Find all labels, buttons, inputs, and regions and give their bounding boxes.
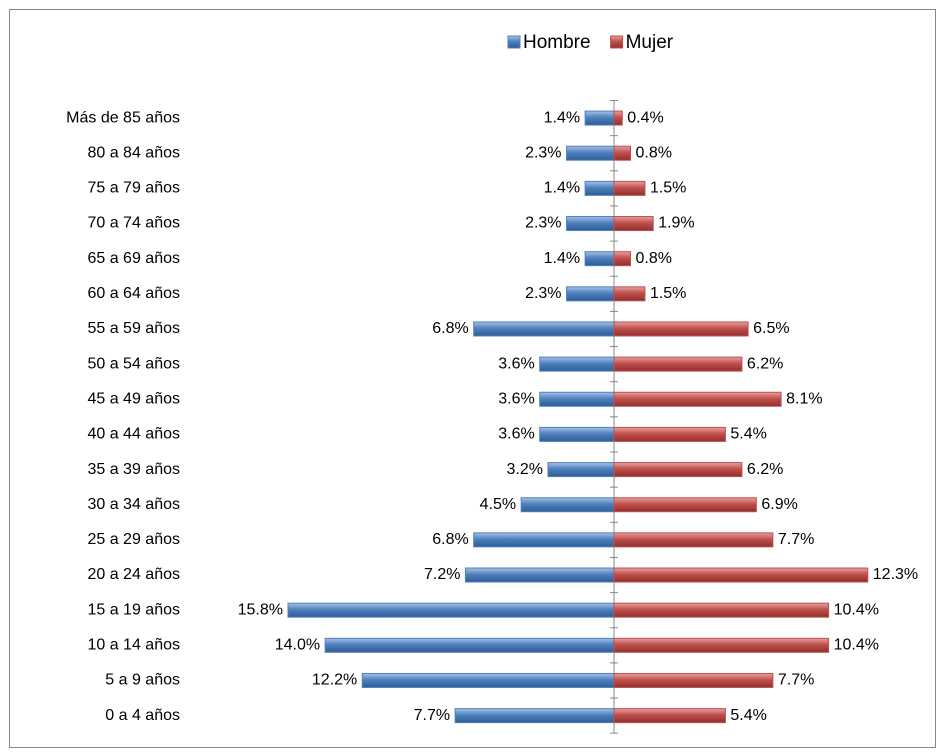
bar: [613, 426, 726, 442]
data-label: 6.9%: [761, 496, 797, 513]
bar: [361, 672, 615, 688]
bar: [613, 637, 830, 653]
y-tick-label: Más de 85 años: [66, 109, 180, 126]
bar: [539, 356, 615, 372]
y-tick-label: 80 a 84 años: [87, 144, 180, 161]
bar: [473, 321, 615, 337]
data-label: 1.4%: [544, 109, 580, 126]
data-label: 3.2%: [507, 461, 543, 478]
bar: [613, 110, 623, 126]
y-tick-label: 35 a 39 años: [87, 461, 180, 478]
bar: [613, 180, 646, 196]
y-tick-label: 45 a 49 años: [87, 390, 180, 407]
data-label: 0.4%: [627, 109, 663, 126]
data-label: 6.2%: [747, 355, 783, 372]
legend-swatch: [610, 35, 624, 49]
y-tick-label: 75 a 79 años: [87, 180, 180, 197]
bar: [547, 462, 615, 478]
bar: [539, 391, 615, 407]
y-tick-label: 50 a 54 años: [87, 355, 180, 372]
data-label: 6.8%: [432, 320, 468, 337]
bar: [613, 356, 743, 372]
y-tick-label: 55 a 59 años: [87, 320, 180, 337]
bar: [613, 462, 743, 478]
bar: [613, 251, 632, 267]
data-label: 1.9%: [658, 215, 694, 232]
data-label: 7.7%: [778, 531, 814, 548]
data-label: 3.6%: [498, 390, 534, 407]
y-tick-label: 0 a 4 años: [105, 707, 180, 724]
data-label: 1.5%: [650, 285, 686, 302]
bar: [584, 180, 615, 196]
bar: [613, 216, 654, 232]
data-label: 5.4%: [730, 707, 766, 724]
y-tick-label: 30 a 34 años: [87, 496, 180, 513]
bar: [324, 637, 615, 653]
bar: [566, 286, 615, 302]
data-label: 7.2%: [424, 566, 460, 583]
legend-swatch: [507, 35, 521, 49]
data-label: 15.8%: [238, 601, 283, 618]
legend-label: Mujer: [626, 32, 674, 53]
data-label: 1.4%: [544, 180, 580, 197]
data-label: 2.3%: [525, 144, 561, 161]
y-tick-label: 15 a 19 años: [87, 601, 180, 618]
bar: [584, 251, 615, 267]
data-label: 7.7%: [414, 707, 450, 724]
y-tick-label: 25 a 29 años: [87, 531, 180, 548]
data-label: 7.7%: [778, 672, 814, 689]
bar: [584, 110, 615, 126]
bar: [613, 145, 632, 161]
bar: [566, 216, 615, 232]
bar: [613, 532, 774, 548]
bar: [613, 672, 774, 688]
bar: [613, 567, 869, 583]
legend-label: Hombre: [523, 32, 591, 53]
data-label: 0.8%: [636, 144, 672, 161]
y-tick-label: 70 a 74 años: [87, 215, 180, 232]
data-label: 12.3%: [873, 566, 918, 583]
bar: [473, 532, 615, 548]
y-tick-label: 5 a 9 años: [105, 672, 180, 689]
y-tick-label: 20 a 24 años: [87, 566, 180, 583]
data-label: 4.5%: [480, 496, 516, 513]
bar: [613, 602, 830, 618]
y-tick-label: 40 a 44 años: [87, 426, 180, 443]
bar: [454, 708, 615, 724]
data-label: 10.4%: [834, 601, 879, 618]
data-label: 14.0%: [275, 637, 320, 654]
y-tick-label: 65 a 69 años: [87, 250, 180, 267]
data-label: 6.5%: [753, 320, 789, 337]
bar: [613, 321, 749, 337]
bar: [464, 567, 615, 583]
data-label: 2.3%: [525, 285, 561, 302]
chart-frame: [9, 9, 936, 748]
data-label: 8.1%: [786, 390, 822, 407]
data-label: 2.3%: [525, 215, 561, 232]
data-label: 6.2%: [747, 461, 783, 478]
bar: [520, 497, 615, 513]
bar: [613, 497, 757, 513]
data-label: 10.4%: [834, 637, 879, 654]
bar: [613, 708, 726, 724]
bar: [613, 391, 782, 407]
data-label: 3.6%: [498, 426, 534, 443]
bar: [539, 426, 615, 442]
data-label: 1.5%: [650, 180, 686, 197]
data-label: 3.6%: [498, 355, 534, 372]
data-label: 5.4%: [730, 426, 766, 443]
data-label: 1.4%: [544, 250, 580, 267]
bar: [613, 286, 646, 302]
data-label: 6.8%: [432, 531, 468, 548]
y-tick-label: 60 a 64 años: [87, 285, 180, 302]
bar: [287, 602, 615, 618]
data-label: 0.8%: [636, 250, 672, 267]
y-tick-label: 10 a 14 años: [87, 637, 180, 654]
data-label: 12.2%: [312, 672, 357, 689]
bar: [566, 145, 615, 161]
